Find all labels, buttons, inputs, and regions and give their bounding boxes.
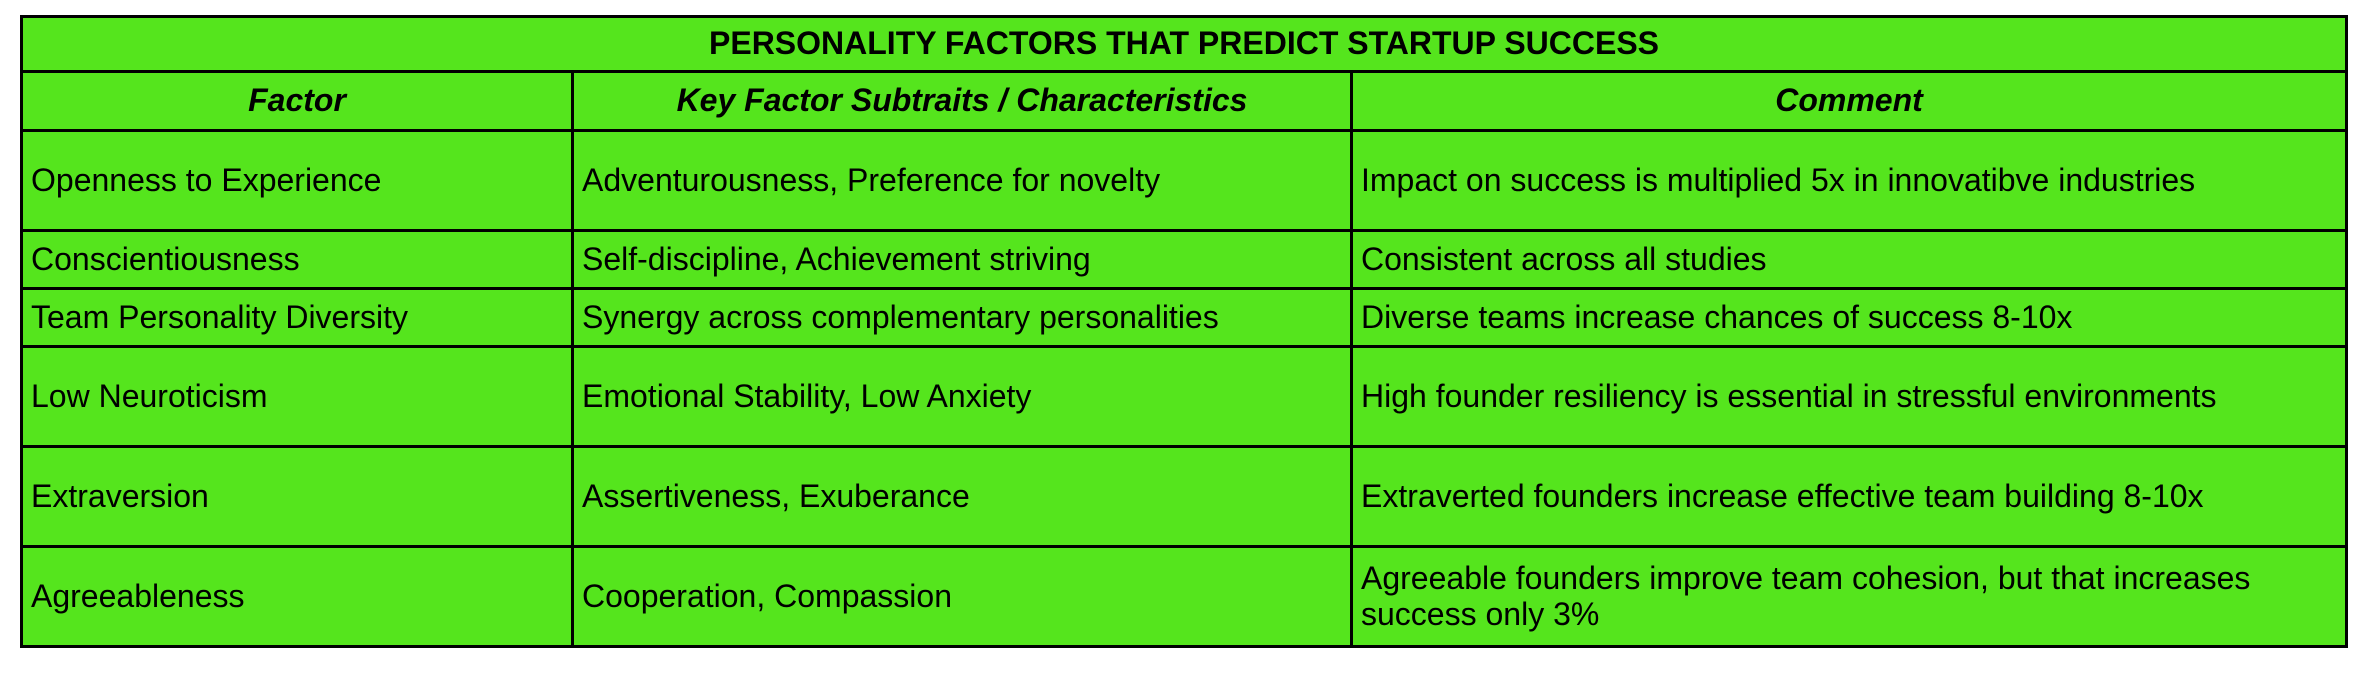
- table-cell: Diverse teams increase chances of succes…: [1349, 287, 2349, 348]
- column-header: Key Factor Subtraits / Characteristics: [571, 70, 1353, 132]
- table-cell: Team Personality Diversity: [20, 287, 574, 348]
- table-cell: Self-discipline, Achievement striving: [571, 229, 1353, 290]
- table-cell: Emotional Stability, Low Anxiety: [571, 345, 1353, 448]
- table-row: Conscientiousness Self-discipline, Achiev…: [20, 229, 2349, 290]
- table-cell: Openness to Experience: [20, 129, 574, 232]
- table-row: Agreeableness Cooperation, Compassion Agre…: [20, 545, 2349, 648]
- factors-table: PERSONALITY FACTORS THAT PREDICT STARTUP…: [19, 15, 2349, 648]
- table-cell: Agreeable founders improve team cohesion…: [1349, 545, 2349, 648]
- table-cell: Low Neuroticism: [20, 345, 574, 448]
- table-cell: Synergy across complementary personaliti…: [571, 287, 1353, 348]
- table-cell: Cooperation, Compassion: [571, 545, 1353, 648]
- table-cell: Agreeableness: [20, 545, 574, 648]
- table-cell: High founder resiliency is essential in …: [1349, 345, 2349, 448]
- table-cell: Assertiveness, Exuberance: [571, 445, 1353, 548]
- header-row: Factor Key Factor Subtraits / Characteris…: [20, 70, 2349, 132]
- table-cell: Conscientiousness: [20, 229, 574, 290]
- table-cell: Impact on success is multiplied 5x in in…: [1349, 129, 2349, 232]
- table-title: PERSONALITY FACTORS THAT PREDICT STARTUP…: [19, 15, 2349, 73]
- column-header: Comment: [1349, 70, 2349, 132]
- table-cell: Extraverted founders increase effective …: [1349, 445, 2349, 548]
- table-row: Openness to Experience Adventurousness, P…: [20, 129, 2349, 232]
- table-cell: Consistent across all studies: [1349, 229, 2349, 290]
- table-row: Team Personality Diversity Synergy across…: [20, 287, 2349, 348]
- table-row: Extraversion Assertiveness, Exuberance Ext…: [20, 445, 2349, 548]
- table-cell: Adventurousness, Preference for novelty: [571, 129, 1353, 232]
- column-header: Factor: [20, 70, 574, 132]
- table-body: Openness to Experience Adventurousness, P…: [20, 129, 2349, 648]
- table-row: Low Neuroticism Emotional Stability, Low …: [20, 345, 2349, 448]
- table-cell: Extraversion: [20, 445, 574, 548]
